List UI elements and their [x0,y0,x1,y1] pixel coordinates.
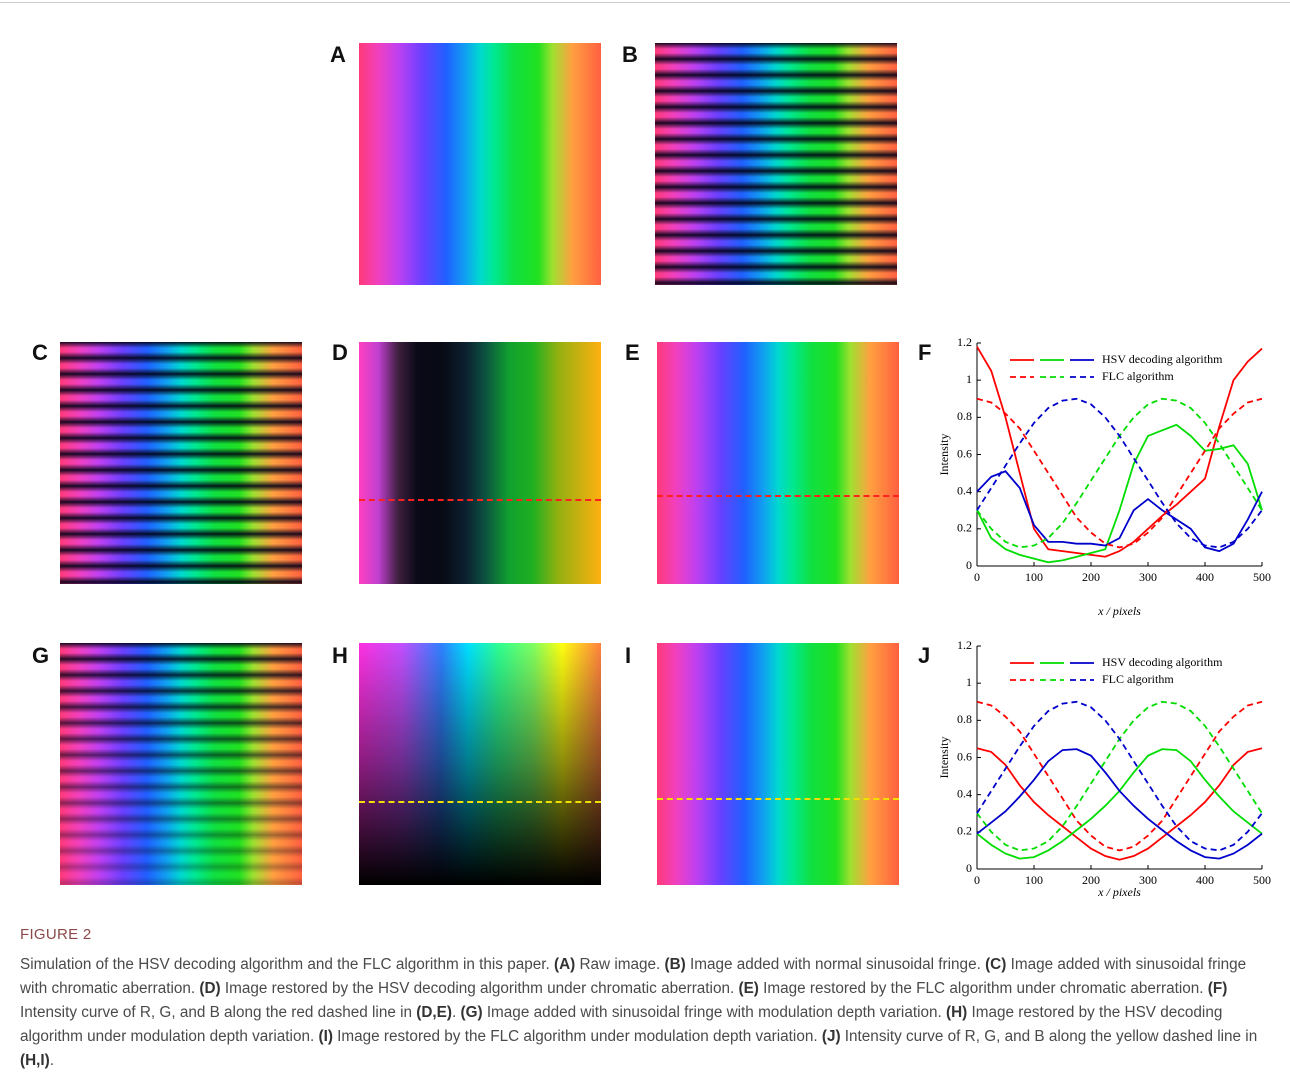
caption-item-text: Intensity curve of R, G, and B along the… [845,1028,1257,1045]
x-axis-label: x / pixels [1097,885,1141,899]
series-line [977,702,1262,851]
series-line [977,425,1262,563]
y-tick-label: 0.8 [957,409,972,423]
caption-item-label: (I) [318,1028,332,1045]
caption-item-ref: (D,E) [416,1004,452,1021]
legend-label: HSV decoding algorithm [1102,352,1223,366]
caption-item-label: (C) [985,956,1006,973]
caption-item-text: Raw image. [580,956,661,973]
x-tick-label: 100 [1025,873,1043,887]
series-line [977,702,1262,851]
caption-intro: Simulation of the HSV decoding algorithm… [20,956,550,973]
caption-item-end: . [50,1052,54,1069]
caption-item-label: (B) [665,956,686,973]
caption-item-text: Image restored by the FLC algorithm unde… [763,980,1203,997]
caption-item-text: Image restored by the FLC algorithm unde… [337,1028,817,1045]
x-tick-label: 100 [1025,570,1043,584]
caption-item-end: . [452,1004,456,1021]
caption-item-text: Image added with sinusoidal fringe with … [487,1004,942,1021]
y-tick-label: 0.6 [957,749,972,763]
caption-item-text: Intensity curve of R, G, and B along the… [20,1004,412,1021]
caption-item-label: (F) [1208,980,1228,997]
figure-label: FIGURE 2 [20,926,92,943]
series-line [977,748,1262,860]
caption-item-label: (A) [554,956,575,973]
caption-item-ref: (H,I) [20,1052,50,1069]
caption-item-label: (G) [460,1004,482,1021]
y-tick-label: 0.4 [957,786,972,800]
caption-item-label: (E) [738,980,758,997]
y-tick-label: 0.6 [957,446,972,460]
x-tick-label: 300 [1139,570,1157,584]
y-tick-label: 1.2 [957,335,972,349]
series-line [977,702,1262,851]
series-line [977,749,1262,858]
y-axis-label: Intensity [937,434,951,476]
caption-item-text: Image added with normal sinusoidal fring… [690,956,981,973]
x-axis-label: x / pixels [1097,604,1141,618]
y-tick-label: 0.8 [957,712,972,726]
x-tick-label: 300 [1139,873,1157,887]
y-tick-label: 0.2 [957,824,972,838]
y-tick-label: 1.2 [957,638,972,652]
y-tick-label: 0.4 [957,483,972,497]
y-tick-label: 0 [966,861,972,875]
page: A B C D E F G H I J 00.20.40.60.811.2010… [0,0,1290,1091]
legend-label: HSV decoding algorithm [1102,655,1223,669]
x-tick-label: 500 [1253,873,1271,887]
caption-item-label: (J) [822,1028,841,1045]
caption-item-label: (H) [946,1004,967,1021]
x-tick-label: 200 [1082,570,1100,584]
x-tick-label: 400 [1196,570,1214,584]
caption: Simulation of the HSV decoding algorithm… [20,953,1275,1073]
x-tick-label: 400 [1196,873,1214,887]
caption-item-text: Image restored by the HSV decoding algor… [225,980,734,997]
legend-label: FLC algorithm [1102,672,1174,686]
x-tick-label: 0 [974,570,980,584]
y-tick-label: 1 [966,372,972,386]
series-line [977,749,1262,858]
x-tick-label: 500 [1253,570,1271,584]
legend-label: FLC algorithm [1102,369,1174,383]
y-tick-label: 0 [966,558,972,572]
caption-item-label: (D) [199,980,220,997]
y-tick-label: 1 [966,675,972,689]
x-tick-label: 0 [974,873,980,887]
y-axis-label: Intensity [937,737,951,779]
y-tick-label: 0.2 [957,521,972,535]
